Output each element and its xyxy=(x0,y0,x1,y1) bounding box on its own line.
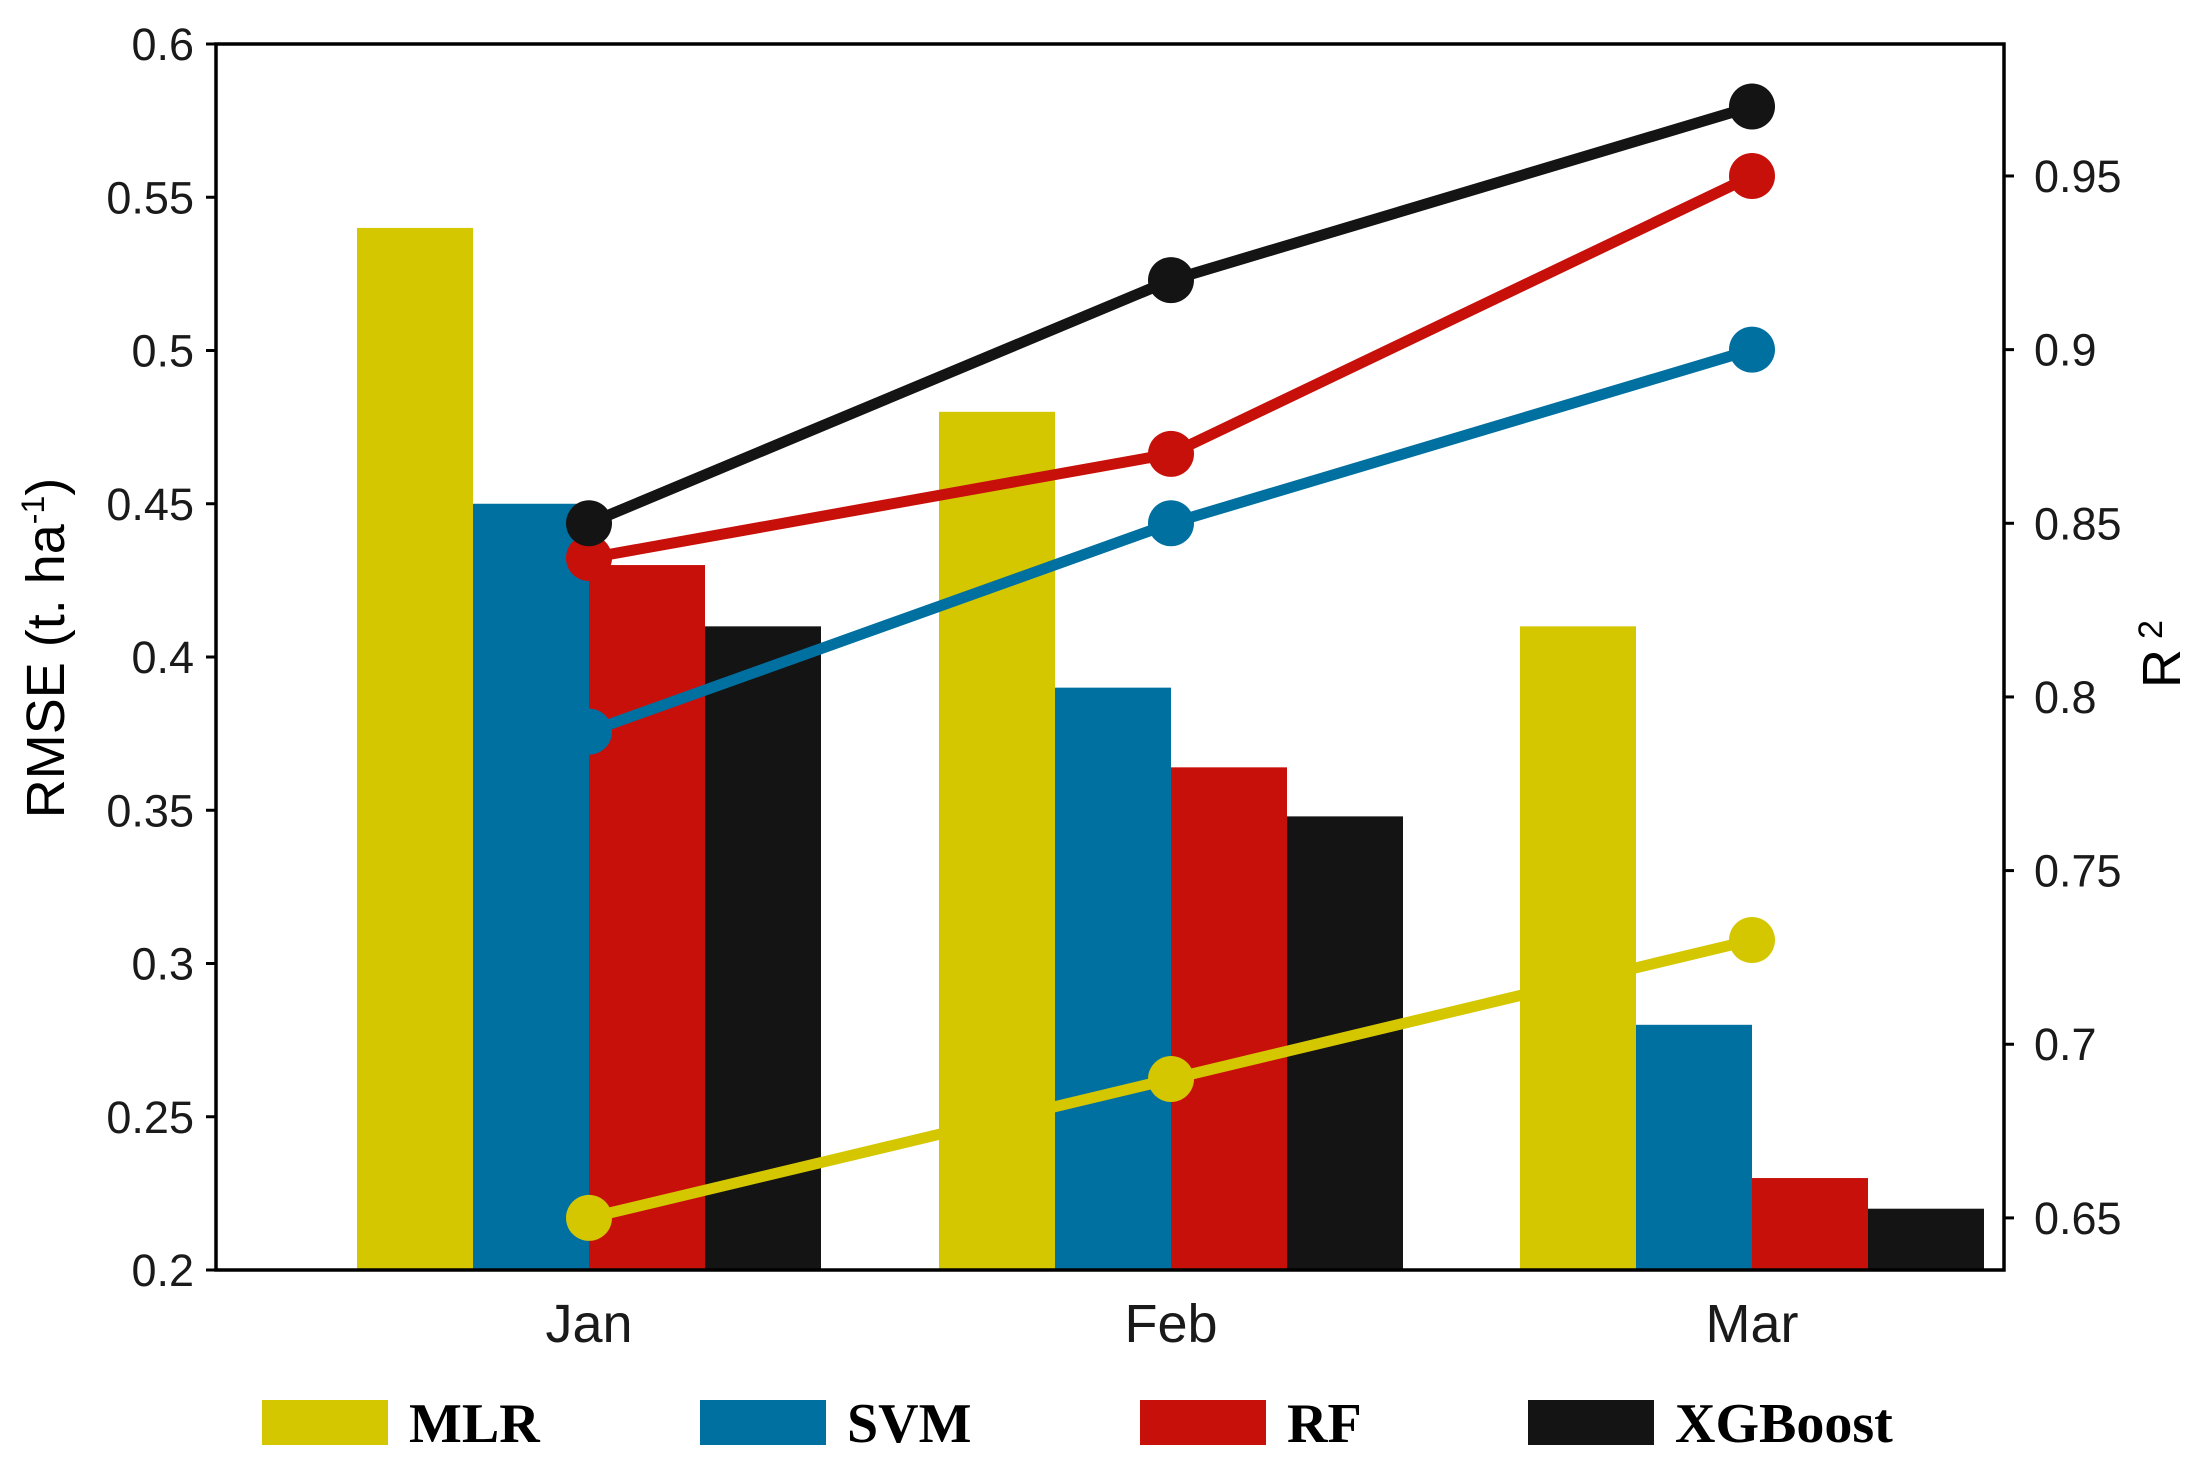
y-left-title-sup: -1 xyxy=(15,496,51,524)
bar-svm-feb xyxy=(1055,687,1171,1270)
y-right-tick-label: 0.9 xyxy=(2034,325,2097,376)
y-left-tick-label: 0.5 xyxy=(131,326,194,377)
point-rf-jan xyxy=(566,535,612,582)
bar-svm-jan xyxy=(473,503,589,1270)
lines-layer xyxy=(566,83,1775,1241)
y-right-tick-label: 0.75 xyxy=(2034,846,2122,897)
bar-rf-feb xyxy=(1171,767,1287,1270)
y-right-tick-label: 0.7 xyxy=(2034,1019,2097,1070)
y-right-axis-title: R2 xyxy=(2132,620,2192,688)
point-rf-mar xyxy=(1729,152,1775,199)
point-xgboost-feb xyxy=(1148,257,1194,304)
y-left-tick-label: 0.3 xyxy=(131,939,194,990)
x-tick-label-mar: Mar xyxy=(1706,1294,1799,1354)
y-right-title-main: R xyxy=(2132,649,2192,688)
y-left-title-close: ) xyxy=(16,478,76,496)
ticks-layer: 0.2 0.25 0.3 0.35 0.4 0.45 0.5 0.55 0.6 0.65 0.7 0.… xyxy=(106,19,2121,1354)
y-left-title-main: RMSE (t. ha xyxy=(16,523,76,818)
bar-mlr-jan xyxy=(357,227,473,1270)
point-xgboost-mar xyxy=(1729,83,1775,130)
point-svm-jan xyxy=(566,708,612,755)
y-right-title-sup: 2 xyxy=(2132,620,2170,639)
point-svm-mar xyxy=(1729,326,1775,373)
legend: MLR SVM RF XGBoost xyxy=(262,1393,1893,1455)
y-left-tick-label: 0.6 xyxy=(131,19,194,70)
y-left-tick-label: 0.35 xyxy=(106,785,194,836)
bar-xgboost-mar xyxy=(1868,1208,1984,1270)
legend-swatch-rf xyxy=(1140,1400,1266,1445)
y-left-tick-label: 0.4 xyxy=(131,632,194,683)
x-tick-label-feb: Feb xyxy=(1124,1294,1217,1354)
bar-mlr-mar xyxy=(1520,626,1636,1270)
legend-item-mlr: MLR xyxy=(262,1393,540,1455)
legend-label-rf: RF xyxy=(1287,1393,1362,1455)
y-left-tick-label: 0.2 xyxy=(131,1245,194,1296)
legend-label-mlr: MLR xyxy=(409,1393,540,1455)
x-tick-label-jan: Jan xyxy=(545,1294,632,1354)
legend-item-rf: RF xyxy=(1140,1393,1362,1455)
y-left-tick-label: 0.55 xyxy=(106,172,194,223)
bar-rf-mar xyxy=(1752,1178,1868,1270)
y-right-tick-label: 0.65 xyxy=(2034,1193,2122,1244)
bars-layer xyxy=(357,227,1984,1270)
y-right-tick-label: 0.85 xyxy=(2034,498,2122,549)
legend-label-svm: SVM xyxy=(847,1393,971,1455)
legend-swatch-svm xyxy=(700,1400,826,1445)
legend-item-xgboost: XGBoost xyxy=(1528,1393,1893,1455)
bar-rf-jan xyxy=(589,565,705,1270)
point-rf-feb xyxy=(1148,430,1194,477)
point-xgboost-jan xyxy=(566,500,612,547)
y-right-tick-label: 0.95 xyxy=(2034,151,2122,202)
point-mlr-jan xyxy=(566,1194,612,1241)
y-left-tick-label: 0.25 xyxy=(106,1092,194,1143)
legend-swatch-xgboost xyxy=(1528,1400,1654,1445)
bar-mlr-feb xyxy=(939,411,1055,1270)
legend-item-svm: SVM xyxy=(700,1393,971,1455)
y-left-tick-label: 0.45 xyxy=(106,479,194,530)
y-left-axis-title: RMSE (t. ha-1) xyxy=(15,478,76,819)
point-mlr-feb xyxy=(1148,1055,1194,1102)
y-right-tick-label: 0.8 xyxy=(2034,672,2097,723)
point-svm-feb xyxy=(1148,500,1194,547)
bar-svm-mar xyxy=(1636,1024,1752,1270)
legend-label-xgboost: XGBoost xyxy=(1675,1393,1893,1455)
point-mlr-mar xyxy=(1729,917,1775,964)
legend-swatch-mlr xyxy=(262,1400,388,1445)
